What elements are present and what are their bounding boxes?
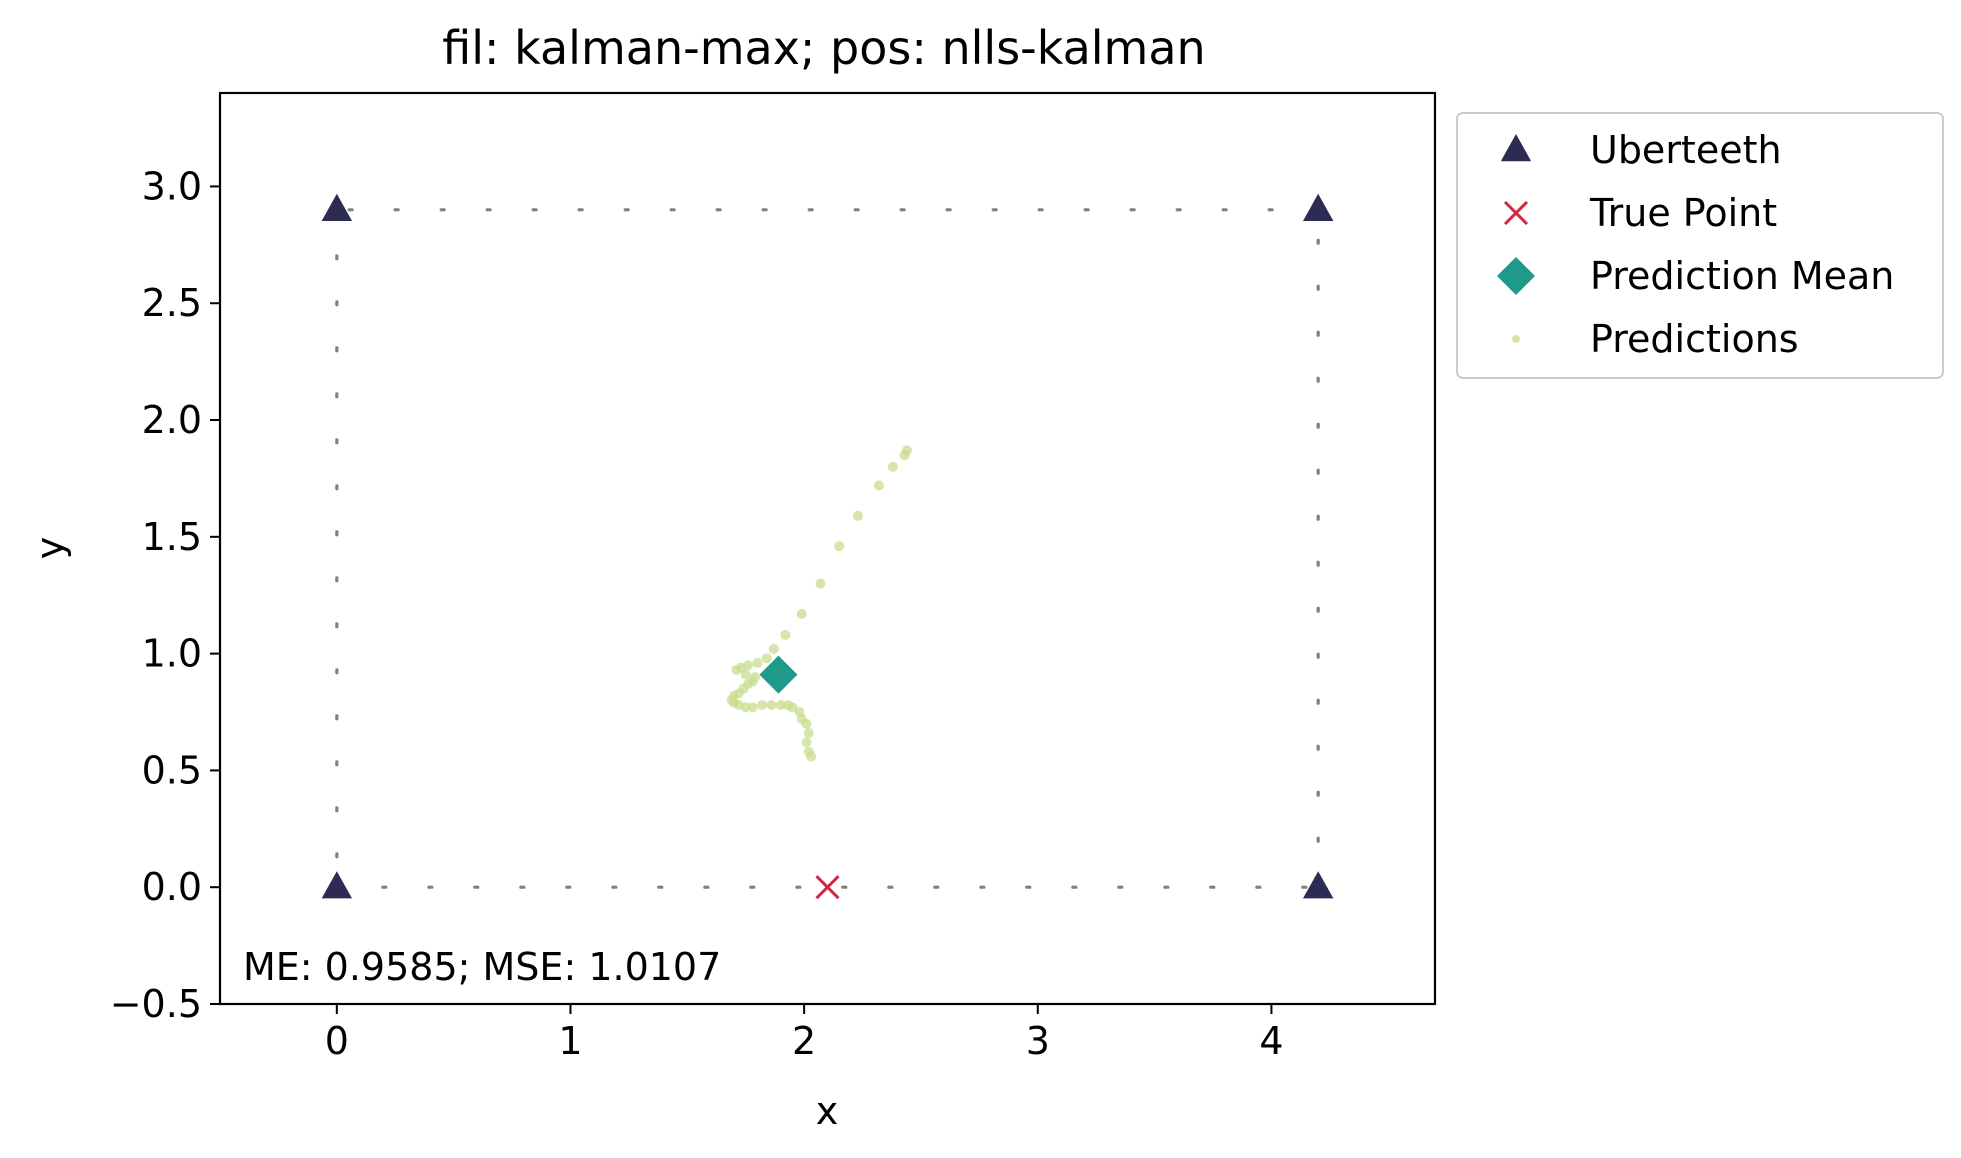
predictions-point	[801, 718, 812, 729]
metrics-annotation: ME: 0.9585; MSE: 1.0107	[243, 945, 721, 989]
predictions-point	[801, 737, 812, 748]
x-axis: 0 1 2 3 4	[325, 1004, 1284, 1063]
y-axis-label: y	[28, 537, 72, 560]
legend-label-true-point: True Point	[1589, 191, 1777, 235]
predictions-point	[752, 657, 763, 668]
legend-items: Uberteeth True Point Prediction Mean Predic…	[1497, 128, 1894, 361]
uberteeth-point	[321, 871, 353, 899]
uberteeth-point	[1302, 871, 1334, 899]
predictions-point	[815, 578, 826, 589]
predictions-point	[852, 510, 863, 521]
legend-marker-uberteeth	[1500, 134, 1532, 162]
legend-frame	[1456, 112, 1944, 379]
y-tick-label: 2.5	[142, 281, 202, 325]
legend: Uberteeth True Point Prediction Mean Predic…	[1456, 112, 1944, 379]
predictions-point	[796, 608, 807, 619]
x-axis-label: x	[816, 1089, 839, 1133]
predictions-point	[731, 664, 742, 675]
y-tick-label: −0.5	[110, 982, 202, 1026]
y-axis: −0.5 0.0 0.5 1.0 1.5 2.0 2.5 3.0	[110, 164, 220, 1026]
uberteeth-point	[321, 193, 353, 221]
y-tick-label: 0.0	[142, 865, 202, 909]
x-tick-label: 0	[325, 1019, 349, 1063]
plot-frame	[218, 91, 1437, 1006]
predictions-point	[899, 450, 910, 461]
predictions-point	[740, 669, 751, 680]
y-tick-label: 1.5	[142, 515, 202, 559]
y-tick-label: 1.0	[142, 632, 202, 676]
predictions-point	[887, 461, 898, 472]
predictions-point	[757, 700, 768, 711]
x-tick-label: 4	[1259, 1019, 1283, 1063]
legend-label-prediction-mean: Prediction Mean	[1590, 254, 1894, 298]
predictions-point	[761, 653, 772, 664]
predictions-point	[768, 643, 779, 654]
true-point-point	[815, 875, 840, 900]
y-tick-label: 2.0	[142, 398, 202, 442]
uberteeth-point	[1302, 193, 1334, 221]
legend-marker-prediction-mean	[1497, 257, 1535, 295]
prediction-mean-point	[759, 655, 798, 694]
predictions-point	[780, 629, 791, 640]
predictions-point	[803, 728, 814, 739]
data-marks	[321, 193, 1334, 900]
plot-area: ME: 0.9585; MSE: 1.0107	[218, 91, 1437, 1006]
legend-label-predictions: Predictions	[1590, 317, 1799, 361]
x-tick-label: 1	[558, 1019, 582, 1063]
legend-marker-true-point	[1503, 200, 1529, 226]
predictions-point	[787, 702, 798, 713]
predictions-point	[747, 702, 758, 713]
predictions-point	[740, 702, 751, 713]
chart-title: fil: kalman-max; pos: nlls-kalman	[442, 21, 1205, 75]
legend-label-uberteeth: Uberteeth	[1590, 128, 1782, 172]
y-tick-label: 3.0	[142, 164, 202, 208]
predictions-point	[775, 700, 786, 711]
x-tick-label: 3	[1026, 1019, 1050, 1063]
predictions-point	[873, 480, 884, 491]
predictions-point	[766, 700, 777, 711]
y-tick-label: 0.5	[142, 748, 202, 792]
legend-marker-predictions	[1512, 335, 1520, 343]
x-tick-label: 2	[792, 1019, 816, 1063]
predictions-point	[834, 541, 845, 552]
predictions-point	[806, 751, 817, 762]
